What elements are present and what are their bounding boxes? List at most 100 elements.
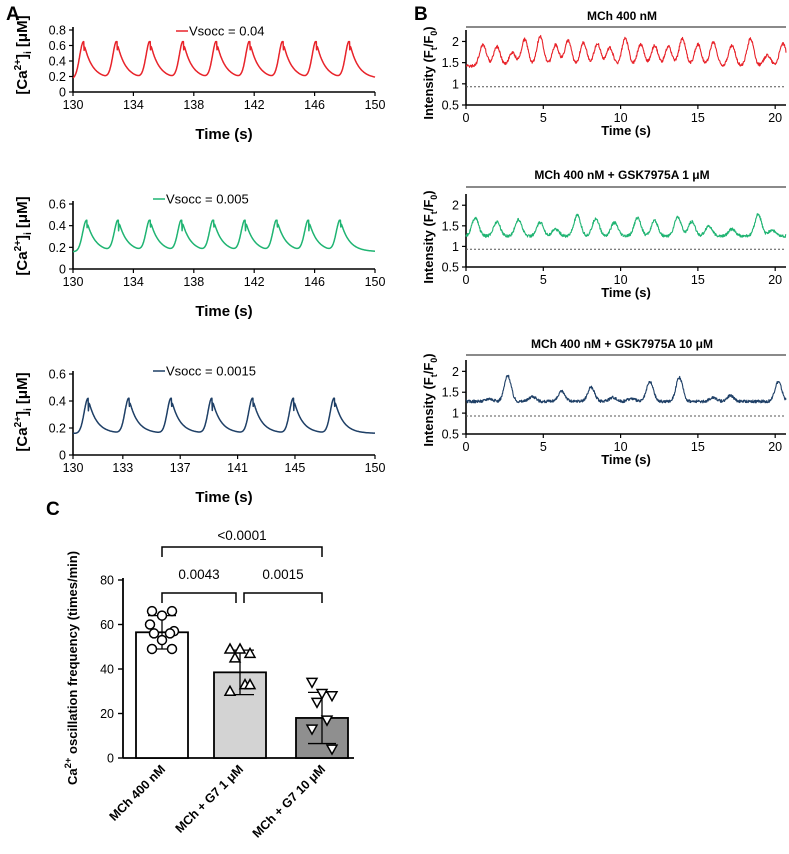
x-tick-label: 0 [463, 273, 470, 287]
x-tick-label: 10 [614, 111, 628, 125]
y-tick-label: 0 [59, 449, 66, 463]
y-tick-label: 0.6 [49, 198, 66, 212]
x-tick-label: 138 [183, 98, 204, 112]
category-label: MCh + G7 1 μM [173, 762, 247, 836]
x-tick-label: 10 [614, 273, 628, 287]
bar [213, 671, 267, 759]
chart-a3: 0 0.2 0.4 0.6 130 133 137 141 145 150 Time (s) [Ca2… [13, 364, 385, 507]
x-tick-label: 145 [285, 461, 306, 475]
y-tick-label: 20 [100, 707, 114, 721]
x-tick-label: 15 [691, 273, 705, 287]
y-tick-label: 0.2 [49, 422, 66, 436]
significance-bracket [161, 592, 237, 603]
y-tick-label: 1 [452, 77, 459, 91]
x-tick-label: 142 [244, 98, 265, 112]
legend-label: Vsocc = 0.04 [189, 24, 265, 39]
condition-title: MCh 400 nM + GSK7975A 1 μM [534, 168, 709, 182]
panel-label-c: C [46, 499, 60, 520]
y-axis-title: [Ca2+]i [μM] [13, 196, 34, 275]
x-axis-title: Time (s) [195, 489, 252, 506]
data-point [144, 619, 156, 630]
x-tick-label: 130 [63, 98, 84, 112]
y-tick-label: 2 [452, 35, 459, 49]
y-tick-label: 40 [100, 663, 114, 677]
panel-label-b: B [414, 4, 428, 25]
x-tick-label: 5 [540, 273, 547, 287]
x-tick-label: 141 [227, 461, 248, 475]
data-point [223, 642, 237, 654]
data-point [156, 634, 168, 646]
condition-title: MCh 400 nM [587, 9, 657, 23]
y-tick-label: 0.6 [49, 39, 66, 53]
data-point [146, 605, 158, 617]
p-value-label: 0.0043 [178, 567, 219, 582]
data-point [146, 643, 158, 655]
category-label: MCh + G7 10 μM [250, 762, 328, 840]
x-tick-label: 0 [463, 111, 470, 125]
y-tick-label: 0.4 [49, 55, 66, 69]
legend-label: Vsocc = 0.005 [166, 192, 249, 207]
x-tick-label: 15 [691, 440, 705, 454]
data-point [233, 642, 247, 654]
chart-c: 0 20 40 60 80 Ca2+ oscillation frequency (tim… [63, 528, 354, 841]
x-tick-label: 138 [183, 275, 204, 289]
category-label: MCh 400 nM [107, 762, 168, 823]
x-axis-title: Time (s) [601, 452, 651, 467]
y-axis-title: Intensity (Ft/F0) [421, 26, 439, 119]
data-point [325, 744, 339, 756]
x-tick-label: 146 [304, 275, 325, 289]
series-line [72, 219, 376, 253]
series-line [72, 397, 376, 435]
y-tick-label: 2 [452, 199, 459, 213]
data-point [166, 643, 178, 655]
x-tick-label: 0 [463, 440, 470, 454]
y-axis-title: [Ca2+]i [μM] [13, 15, 34, 94]
x-tick-label: 134 [123, 98, 144, 112]
x-tick-label: 150 [365, 98, 386, 112]
x-tick-label: 15 [691, 111, 705, 125]
x-tick-label: 5 [540, 440, 547, 454]
series-line [465, 374, 787, 404]
significance-bracket [161, 546, 323, 557]
panel-label-a: A [6, 4, 20, 25]
x-tick-label: 130 [63, 461, 84, 475]
data-point [243, 646, 257, 659]
x-tick-label: 5 [540, 111, 547, 125]
y-tick-label: 0.4 [49, 219, 66, 233]
data-point [315, 688, 329, 701]
y-tick-label: 0.4 [49, 395, 66, 409]
legend-label: Vsocc = 0.0015 [166, 364, 256, 379]
data-point [243, 678, 257, 690]
data-point [223, 684, 237, 696]
condition-title: MCh 400 nM + GSK7975A 10 μM [531, 337, 713, 351]
x-axis-title: Time (s) [195, 303, 252, 320]
significance-bracket [243, 592, 323, 603]
p-value-label: 0.0015 [262, 567, 303, 582]
x-tick-label: 20 [768, 273, 782, 287]
data-point [156, 610, 168, 621]
series-line [72, 40, 376, 79]
y-axis-title: Ca2+ oscillation frequency (times/min) [63, 551, 80, 785]
y-tick-label: 2 [452, 365, 459, 379]
y-tick-label: 80 [100, 574, 114, 588]
y-axis-title: [Ca2+]i [μM] [13, 372, 34, 451]
x-tick-label: 146 [304, 98, 325, 112]
y-tick-label: 0.5 [442, 99, 459, 113]
data-point [305, 724, 319, 736]
x-axis-title: Time (s) [601, 285, 651, 300]
data-point [228, 651, 242, 663]
data-point [310, 697, 324, 709]
data-point [164, 628, 176, 639]
y-tick-label: 0.6 [49, 368, 66, 382]
y-tick-label: 1.5 [442, 219, 459, 233]
y-tick-label: 1 [452, 407, 459, 421]
y-tick-label: 0 [59, 86, 66, 100]
chart-a2: 0 0.2 0.4 0.6 130 134 138 142 146 150 Time (s) [Ca2… [13, 192, 385, 321]
y-tick-label: 60 [100, 618, 114, 632]
x-axis-title: Time (s) [601, 123, 651, 138]
